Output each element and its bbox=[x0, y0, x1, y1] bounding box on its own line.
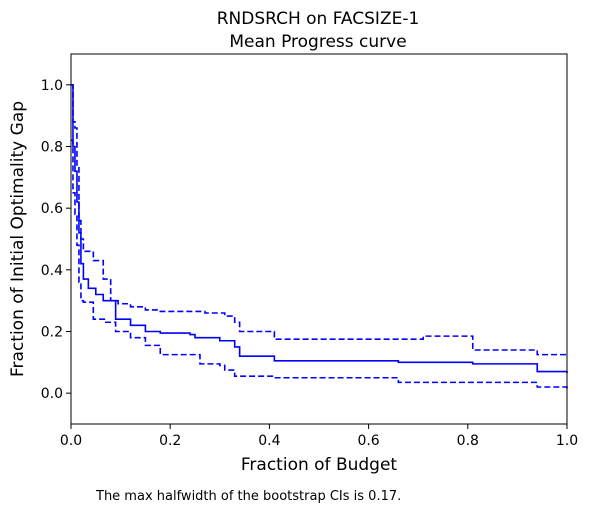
x-tick-label: 0.2 bbox=[159, 433, 181, 449]
mean-progress-line bbox=[71, 84, 568, 374]
x-axis-label: Fraction of Budget bbox=[241, 455, 398, 475]
y-tick-label: 0.6 bbox=[41, 201, 63, 217]
y-tick-label: 0.8 bbox=[41, 140, 63, 156]
bootstrap-footnote: The max halfwidth of the bootstrap CIs i… bbox=[96, 489, 402, 504]
y-tick-label: 0.0 bbox=[41, 386, 63, 402]
y-axis-label: Fraction of Initial Optimality Gap bbox=[8, 101, 28, 377]
x-tick-label: 1.0 bbox=[556, 433, 578, 449]
x-tick-label: 0.4 bbox=[258, 433, 280, 449]
ci-bound-line-1 bbox=[71, 84, 568, 357]
x-tick-label: 0.6 bbox=[357, 433, 379, 449]
y-tick-label: 0.2 bbox=[41, 325, 63, 341]
x-tick-label: 0.8 bbox=[457, 433, 479, 449]
chart-title-line1: RNDSRCH on FACSIZE-1 bbox=[217, 9, 420, 29]
chart-title-line2: Mean Progress curve bbox=[229, 32, 406, 52]
y-tick-label: 0.4 bbox=[41, 263, 63, 279]
ci-bound-line-2 bbox=[71, 139, 568, 389]
plot-frame bbox=[70, 53, 568, 425]
y-tick-label: 1.0 bbox=[41, 78, 63, 94]
series-layer bbox=[71, 84, 568, 389]
ticks-layer: 0.0 0.2 0.4 0.6 0.8 1.0 0.0 0.2 0.4 0.6 0.8 1.0 bbox=[41, 78, 578, 449]
x-tick-label: 0.0 bbox=[60, 433, 82, 449]
